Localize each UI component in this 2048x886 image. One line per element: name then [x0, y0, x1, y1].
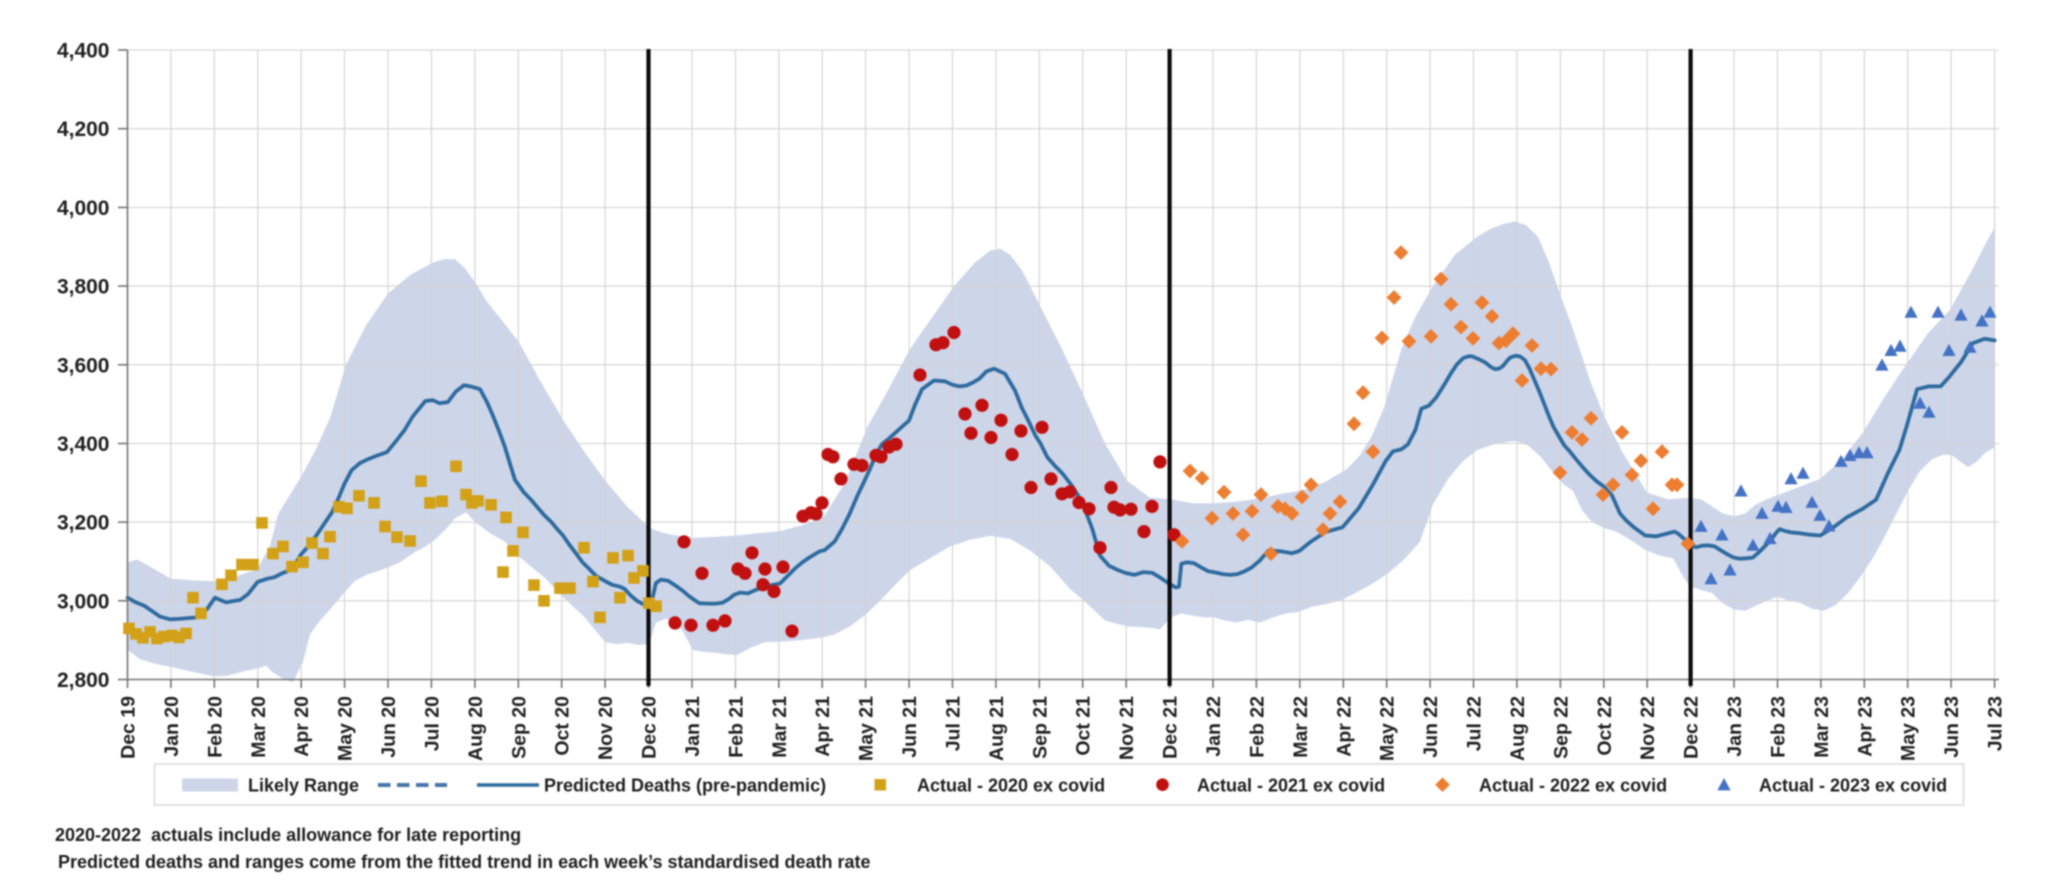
svg-text:Predicted deaths and ranges co: Predicted deaths and ranges come from th…	[58, 852, 871, 872]
svg-text:Sep 20: Sep 20	[508, 696, 530, 759]
svg-text:Apr 20: Apr 20	[291, 696, 313, 757]
svg-text:Oct 20: Oct 20	[552, 696, 574, 756]
svg-text:Mar 23: Mar 23	[1811, 696, 1833, 758]
svg-text:Jun 21: Jun 21	[899, 696, 921, 758]
svg-text:Feb 21: Feb 21	[725, 696, 747, 758]
svg-text:May 22: May 22	[1377, 696, 1399, 761]
svg-text:3,600: 3,600	[57, 354, 110, 377]
svg-text:Jun 20: Jun 20	[378, 696, 400, 758]
svg-text:Jan 23: Jan 23	[1724, 696, 1746, 757]
svg-text:Mar 20: Mar 20	[248, 696, 270, 758]
svg-text:4,400: 4,400	[57, 40, 110, 63]
svg-text:Mar 21: Mar 21	[769, 696, 791, 758]
svg-text:Sep 21: Sep 21	[1029, 696, 1051, 759]
svg-text:Predicted Deaths (pre-pandemic: Predicted Deaths (pre-pandemic)	[544, 776, 826, 796]
svg-text:Oct 21: Oct 21	[1073, 696, 1095, 756]
svg-text:Apr 22: Apr 22	[1333, 696, 1355, 757]
svg-text:4,200: 4,200	[57, 118, 110, 141]
svg-text:Sep 22: Sep 22	[1550, 696, 1572, 759]
svg-text:3,200: 3,200	[57, 512, 110, 535]
svg-text:Dec 19: Dec 19	[118, 696, 140, 759]
svg-text:4,000: 4,000	[57, 197, 110, 220]
svg-text:3,400: 3,400	[57, 433, 110, 456]
svg-text:Aug 21: Aug 21	[986, 696, 1008, 761]
svg-text:Jun 22: Jun 22	[1420, 696, 1442, 758]
svg-text:Feb 20: Feb 20	[204, 696, 226, 758]
svg-text:Jul 22: Jul 22	[1464, 696, 1486, 751]
svg-text:Aug 20: Aug 20	[465, 696, 487, 761]
svg-text:Oct 22: Oct 22	[1594, 696, 1616, 756]
svg-text:3,800: 3,800	[57, 276, 110, 299]
svg-text:Actual - 2021 ex covid: Actual - 2021 ex covid	[1197, 776, 1385, 796]
svg-text:May 21: May 21	[856, 696, 878, 761]
svg-text:Likely Range: Likely Range	[248, 776, 359, 796]
svg-text:Feb 22: Feb 22	[1246, 696, 1268, 758]
svg-text:Actual - 2020 ex covid: Actual - 2020 ex covid	[917, 776, 1105, 796]
svg-text:Jan 20: Jan 20	[161, 696, 183, 757]
svg-text:Dec 22: Dec 22	[1681, 696, 1703, 759]
svg-text:Actual - 2022 ex covid: Actual - 2022 ex covid	[1479, 776, 1667, 796]
svg-text:Jan 22: Jan 22	[1203, 696, 1225, 757]
svg-text:Jul 21: Jul 21	[943, 696, 965, 751]
svg-text:May 20: May 20	[335, 696, 357, 761]
svg-text:Dec 20: Dec 20	[639, 696, 661, 759]
svg-text:Jan 21: Jan 21	[682, 696, 704, 757]
svg-text:Dec 21: Dec 21	[1160, 696, 1182, 759]
svg-text:May 23: May 23	[1898, 696, 1920, 761]
svg-text:Actual - 2023 ex covid: Actual - 2023 ex covid	[1759, 776, 1947, 796]
svg-text:Jun 23: Jun 23	[1941, 696, 1963, 758]
svg-text:2020-2022 actuals include all: 2020-2022 actuals include allowance for …	[55, 825, 521, 845]
svg-text:Jul 20: Jul 20	[421, 696, 443, 751]
svg-text:Apr 23: Apr 23	[1854, 696, 1876, 757]
svg-text:Feb 23: Feb 23	[1768, 696, 1790, 758]
svg-text:3,000: 3,000	[57, 590, 110, 613]
svg-text:Aug 22: Aug 22	[1507, 696, 1529, 761]
svg-text:Mar 22: Mar 22	[1290, 696, 1312, 758]
svg-text:Apr 21: Apr 21	[812, 696, 834, 757]
svg-text:Nov 20: Nov 20	[595, 696, 617, 760]
svg-text:Nov 21: Nov 21	[1116, 696, 1138, 760]
svg-text:Jul 23: Jul 23	[1985, 696, 2007, 751]
svg-text:2,800: 2,800	[57, 669, 110, 692]
svg-text:Nov 22: Nov 22	[1637, 696, 1659, 760]
